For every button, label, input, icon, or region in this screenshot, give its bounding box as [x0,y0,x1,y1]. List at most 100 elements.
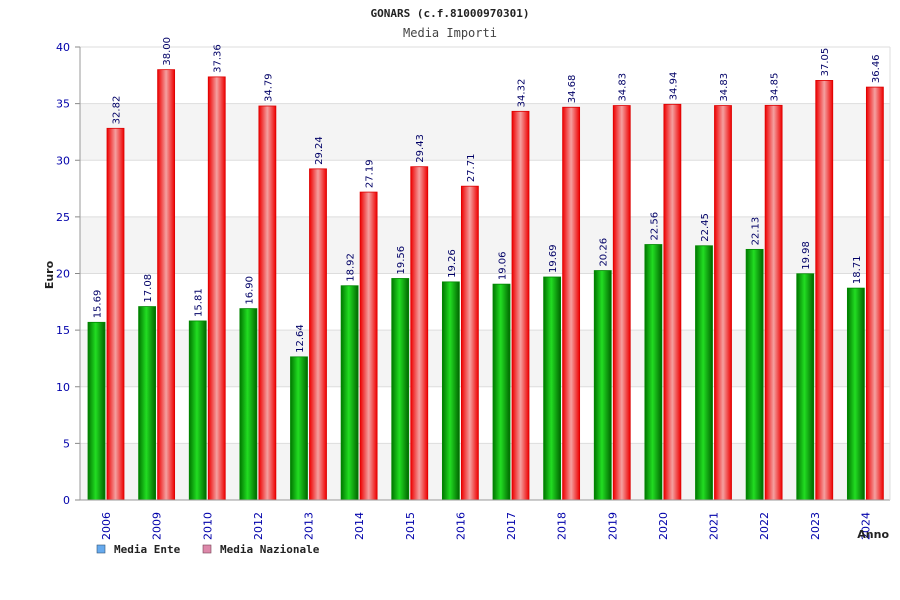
bar-media-nazionale-2020 [663,103,682,501]
bar-media-ente-2013 [290,356,308,501]
legend: Media Ente Media Nazionale [96,543,320,556]
bar-media-nazionale-2017 [511,110,530,501]
bar-media-ente-2018 [543,276,562,501]
data-label: 34.32 [517,79,528,108]
data-label: 34.94 [668,72,679,101]
x-tick-label: 2006 [100,512,113,540]
data-label: 17.08 [143,274,154,303]
data-label: 22.45 [700,213,711,242]
data-label: 27.71 [466,154,477,183]
bars: 15.69 32.82 17.08 38.00 15.81 37.36 16.90 34.79… [87,37,884,501]
data-label: 34.85 [770,73,781,102]
bar-media-nazionale-2009 [157,69,176,501]
y-tick-label: 5 [63,437,70,450]
data-label: 22.13 [751,217,762,246]
x-tick-label: 2020 [657,512,670,540]
x-tick-label: 2010 [201,512,214,540]
bar-media-ente-2020 [644,244,663,501]
bar-media-ente-2014 [340,285,359,501]
data-label: 34.79 [263,73,274,102]
bar-media-nazionale-2023 [815,80,834,501]
bar-media-nazionale-2014 [359,191,378,501]
x-tick-label: 2017 [505,512,518,540]
bar-media-nazionale-2012 [258,105,277,501]
data-label: 29.43 [415,134,426,163]
x-tick-label: 2012 [252,512,265,540]
bar-media-ente-2017 [492,283,511,501]
plot-band [80,47,890,104]
data-label: 36.46 [871,54,882,83]
data-label: 15.69 [93,290,104,319]
bar-media-nazionale-2016 [460,185,479,501]
data-label: 15.81 [194,288,205,317]
data-label: 19.98 [801,241,812,270]
data-label: 34.83 [719,73,730,102]
bar-media-nazionale-2006 [106,127,125,501]
bar-media-ente-2022 [745,248,764,501]
x-tick-label: 2018 [556,512,569,540]
data-label: 19.69 [548,244,559,273]
bar-media-ente-2019 [593,270,612,501]
y-tick-label: 30 [56,154,70,167]
legend-swatch-media-ente [96,544,106,554]
legend-label-media-ente: Media Ente [114,543,181,556]
x-axis-label: Anno [857,528,889,541]
x-tick-label: 2019 [606,512,619,540]
bar-media-ente-2021 [695,245,713,501]
data-label: 22.56 [649,212,660,241]
bar-media-ente-2009 [138,306,157,501]
x-tick-label: 2021 [708,512,721,540]
data-label: 16.90 [244,276,255,305]
bar-media-ente-2006 [87,321,106,501]
bar-media-nazionale-2018 [562,106,581,501]
legend-swatch-media-nazionale [202,544,212,554]
data-label: 37.36 [213,44,224,73]
y-tick-label: 25 [56,211,70,224]
bar-media-ente-2016 [441,281,460,501]
y-tick-label: 20 [56,268,70,281]
x-tick-label: 2015 [404,512,417,540]
chart-title: GONARS (c.f.81000970301) [371,7,530,20]
bar-media-ente-2024 [846,287,865,501]
data-label: 29.24 [314,136,325,165]
bar-media-nazionale-2022 [764,104,783,501]
y-tick-label: 15 [56,324,70,337]
y-tick-label: 35 [56,98,70,111]
x-tick-label: 2022 [758,512,771,540]
bar-media-ente-2015 [391,278,410,501]
y-tick-label: 10 [56,381,70,394]
bar-media-nazionale-2024 [865,86,884,501]
data-label: 12.64 [295,324,306,353]
bar-media-nazionale-2021 [714,105,732,501]
y-tick-label: 0 [63,494,70,507]
x-tick-label: 2016 [454,512,467,540]
x-tick-label: 2009 [151,512,164,540]
x-tick-label: 2023 [809,512,822,540]
data-label: 34.83 [618,73,629,102]
data-label: 34.68 [567,75,578,104]
x-tick-label: 2024 [859,512,872,540]
legend-label-media-nazionale: Media Nazionale [220,543,320,556]
data-label: 20.26 [599,238,610,267]
bar-media-ente-2023 [796,273,815,501]
data-label: 19.06 [498,252,509,281]
data-label: 27.19 [365,159,376,188]
x-tick-label: 2014 [353,512,366,540]
chart-subtitle: Media Importi [403,26,497,40]
bar-media-nazionale-2013 [309,168,327,501]
bar-media-ente-2010 [188,320,207,501]
y-axis-label: Euro [43,260,56,289]
y-tick-label: 40 [56,41,70,54]
data-label: 19.56 [396,246,407,275]
bar-media-nazionale-2015 [410,166,429,501]
data-label: 18.92 [346,253,357,282]
x-tick-label: 2013 [303,512,316,540]
data-label: 19.26 [447,249,458,278]
data-label: 18.71 [852,255,863,284]
axes: 0 5 10 15 20 25 30 35 40 2006 2009 2010 2012 2013 2014… [56,41,891,540]
bar-media-ente-2012 [239,308,258,501]
bar-media-nazionale-2010 [207,76,226,501]
data-label: 37.05 [820,48,831,77]
data-label: 32.82 [112,96,123,125]
